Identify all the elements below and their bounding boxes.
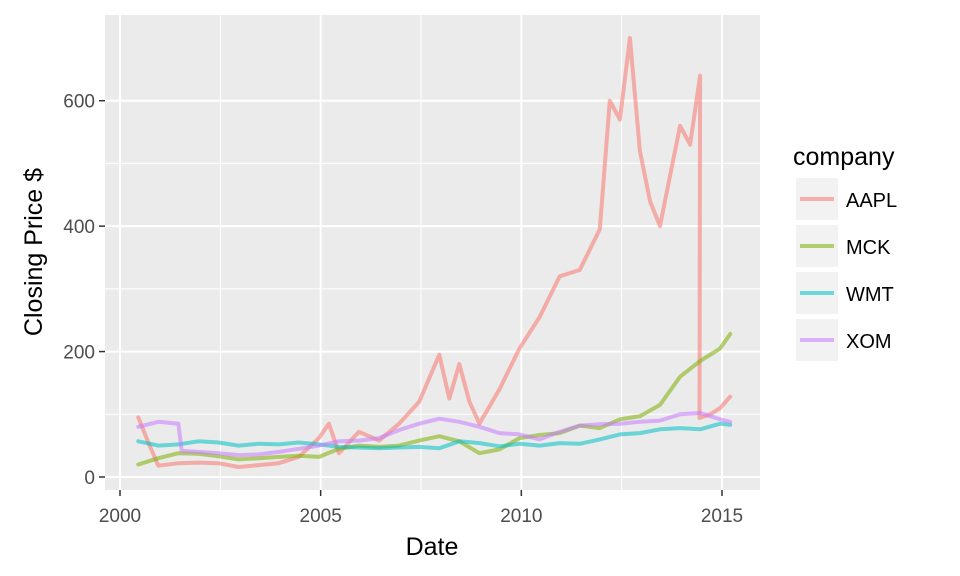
series-line-xom — [136, 411, 733, 458]
y-axis: 0 200 400 600 — [63, 92, 105, 489]
series-line-mck — [136, 332, 733, 467]
series-lines — [136, 36, 733, 469]
x-tick-label: 2010 — [500, 506, 542, 527]
legend: company AAPL MCK WMT XOM — [793, 143, 897, 361]
x-axis-title: Date — [406, 533, 459, 561]
y-tick-label: 200 — [63, 343, 95, 364]
legend-label-aapl: AAPL — [846, 190, 897, 212]
series-line-aapl — [136, 36, 733, 469]
x-axis: 2000 2005 2010 2015 — [99, 490, 743, 527]
legend-label-wmt: WMT — [846, 284, 894, 306]
major-gridlines — [105, 15, 760, 490]
x-tick-label: 2005 — [300, 506, 342, 527]
legend-label-mck: MCK — [846, 237, 891, 259]
legend-label-xom: XOM — [846, 331, 892, 353]
y-tick-label: 0 — [84, 468, 95, 489]
y-tick-label: 600 — [63, 92, 95, 113]
y-tick-label: 400 — [63, 217, 95, 238]
legend-title: company — [793, 143, 895, 171]
x-tick-label: 2000 — [99, 506, 141, 527]
x-tick-label: 2015 — [701, 506, 743, 527]
y-axis-title: Closing Price $ — [20, 168, 48, 336]
series-line-wmt — [136, 421, 733, 451]
